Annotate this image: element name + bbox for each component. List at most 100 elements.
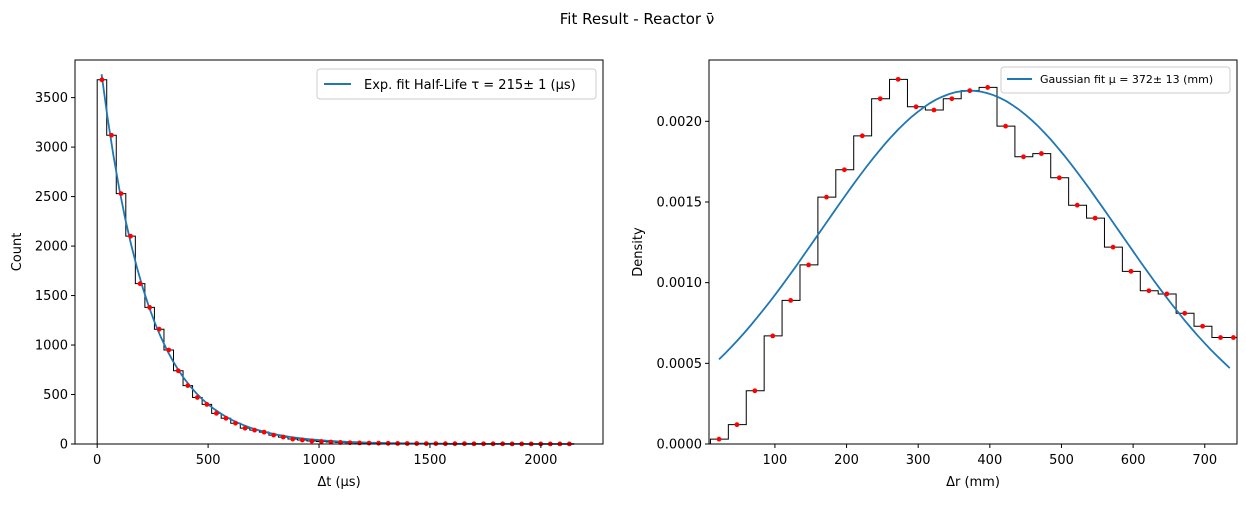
data-point-1 <box>859 133 865 139</box>
data-point-0 <box>261 429 267 435</box>
right-ylabel: Density <box>631 227 646 277</box>
data-point-1 <box>877 96 883 102</box>
data-point-1 <box>931 107 937 113</box>
y-tick-label: 0.0015 <box>657 195 703 210</box>
right-axes-frame <box>708 59 1238 445</box>
left-xlabel: Δt (μs) <box>317 475 360 490</box>
data-point-1 <box>1200 323 1206 329</box>
left-axes-frame <box>74 59 604 445</box>
data-point-0 <box>385 440 391 446</box>
data-point-1 <box>967 88 973 94</box>
data-point-0 <box>328 439 334 445</box>
y-tick-label: 3500 <box>35 91 68 106</box>
data-point-0 <box>204 402 210 407</box>
figure-suptitle: Fit Result - Reactor ν̄ <box>560 10 714 28</box>
data-point-0 <box>194 395 200 400</box>
data-point-1 <box>1146 288 1152 294</box>
data-point-1 <box>824 194 829 200</box>
left-legend: Exp. fit Half-Life τ = 215± 1 (μs) <box>316 68 597 100</box>
y-tick-label: 500 <box>43 388 68 403</box>
data-point-1 <box>895 76 901 82</box>
data-point-1 <box>1110 244 1116 250</box>
data-point-1 <box>1128 268 1134 274</box>
data-point-1 <box>1164 291 1170 297</box>
data-point-0 <box>233 420 238 426</box>
x-tick-label: 200 <box>834 453 859 468</box>
y-tick-label: 0.0010 <box>657 276 703 291</box>
data-point-0 <box>242 425 248 431</box>
x-tick-label: 500 <box>1049 453 1074 468</box>
x-tick-label: 1000 <box>302 453 335 468</box>
data-point-0 <box>147 305 153 310</box>
left-ylabel: Count <box>10 233 25 272</box>
data-point-1 <box>1218 335 1223 340</box>
right-legend: Gaussian fit μ = 372± 13 (mm) <box>1000 66 1231 94</box>
data-point-1 <box>1039 151 1044 156</box>
y-tick-label: 0 <box>60 438 68 453</box>
x-tick-label: 0 <box>93 453 101 468</box>
data-point-0 <box>290 436 296 442</box>
y-tick-label: 3000 <box>35 141 68 156</box>
right-legend-label: Gaussian fit μ = 372± 13 (mm) <box>1040 73 1213 86</box>
x-tick-label: 500 <box>196 453 221 468</box>
data-point-1 <box>1231 335 1236 340</box>
data-point-0 <box>299 437 305 443</box>
left-legend-box <box>316 68 597 100</box>
x-tick-label: 600 <box>1121 453 1146 468</box>
data-point-1 <box>734 422 740 428</box>
data-point-1 <box>788 298 794 303</box>
x-tick-label: 700 <box>1192 453 1217 468</box>
data-point-1 <box>1056 175 1062 181</box>
data-point-0 <box>118 191 124 197</box>
data-point-1 <box>842 167 847 173</box>
data-point-0 <box>185 383 191 389</box>
data-point-0 <box>109 132 114 138</box>
data-point-0 <box>252 427 257 433</box>
data-point-1 <box>806 262 811 268</box>
data-point-0 <box>376 440 381 446</box>
y-tick-label: 1000 <box>35 339 68 354</box>
data-point-1 <box>913 104 919 110</box>
data-point-1 <box>1021 154 1026 160</box>
y-tick-label: 2500 <box>35 190 68 205</box>
data-point-1 <box>1092 215 1098 221</box>
x-tick-label: 400 <box>977 453 1002 468</box>
right-legend-box <box>1000 66 1231 94</box>
data-point-1 <box>1182 310 1188 316</box>
data-point-0 <box>214 410 219 416</box>
data-point-0 <box>156 326 162 332</box>
data-point-1 <box>752 388 758 394</box>
left-chart: 0 500 1000 1500 2000 0 500 1000 1500 2000 2500 3000… <box>10 59 604 490</box>
data-point-0 <box>309 438 315 444</box>
data-point-1 <box>716 436 722 442</box>
data-point-1 <box>1003 123 1008 129</box>
data-point-1 <box>1074 202 1080 208</box>
data-point-1 <box>949 96 955 102</box>
data-point-0 <box>271 432 277 438</box>
fit-curve-0 <box>100 74 575 445</box>
data-point-1 <box>985 85 991 90</box>
histogram-step-1 <box>709 78 1238 444</box>
fit-curve-1 <box>718 89 1231 369</box>
data-point-0 <box>166 347 172 353</box>
data-point-0 <box>357 440 362 446</box>
y-tick-label: 1500 <box>35 289 68 304</box>
data-point-0 <box>175 368 181 374</box>
data-point-0 <box>137 281 143 287</box>
data-point-0 <box>99 77 105 83</box>
right-xlabel: Δr (mm) <box>946 475 1000 490</box>
x-tick-label: 2000 <box>524 453 557 468</box>
y-tick-label: 0.0005 <box>657 357 703 372</box>
x-tick-label: 100 <box>762 453 787 468</box>
data-point-0 <box>223 415 229 421</box>
x-tick-label: 1500 <box>413 453 446 468</box>
y-tick-label: 0.0020 <box>657 115 703 130</box>
left-legend-label: Exp. fit Half-Life τ = 215± 1 (μs) <box>364 78 576 93</box>
data-point-0 <box>395 441 401 446</box>
y-tick-label: 0.0000 <box>657 438 703 453</box>
data-point-0 <box>280 434 286 440</box>
x-tick-label: 300 <box>906 453 931 468</box>
data-point-0 <box>366 440 372 446</box>
right-chart: 100 200 300 400 500 600 700 0.0000 0.0005 0.0010 0… <box>631 59 1238 490</box>
